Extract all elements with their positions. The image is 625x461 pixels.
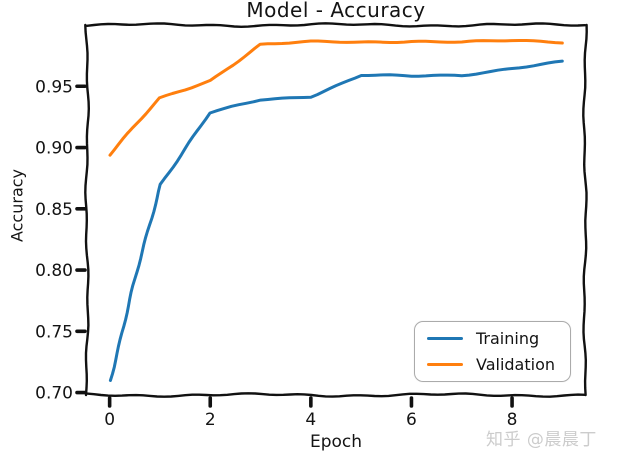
y-tick-label: 0.85: [35, 200, 73, 220]
y-axis-label: Accuracy: [7, 168, 27, 243]
y-tick-label: 0.75: [35, 322, 73, 342]
bottom-spine: [85, 392, 587, 398]
legend-label-training: Training: [476, 329, 540, 348]
left-spine: [84, 23, 91, 397]
validation-line: [108, 39, 564, 157]
x-tick-label: 0: [104, 410, 115, 430]
x-tick-label: 4: [305, 410, 316, 430]
watermark: 知乎 @晨晨丁: [486, 430, 597, 450]
legend-item-training: Training: [427, 329, 570, 348]
training-line: [108, 59, 564, 382]
right-spine: [582, 23, 588, 397]
x-tick-label: 2: [205, 410, 216, 430]
chart-title: Model - Accuracy: [246, 0, 426, 22]
legend-item-validation: Validation: [427, 355, 570, 374]
y-tick-label: 0.90: [35, 139, 73, 159]
legend: Training Validation: [414, 321, 571, 382]
validation-line-swatch: [427, 362, 463, 367]
x-tick-label: 6: [406, 410, 417, 430]
top-spine: [85, 22, 587, 29]
y-tick-label: 0.70: [35, 384, 73, 404]
training-line-swatch: [427, 336, 463, 341]
legend-label-validation: Validation: [476, 355, 556, 374]
x-tick-label: 8: [507, 410, 518, 430]
y-tick-label: 0.80: [35, 261, 73, 281]
x-axis-label: Epoch: [309, 432, 363, 452]
y-tick-label: 0.95: [35, 77, 73, 97]
